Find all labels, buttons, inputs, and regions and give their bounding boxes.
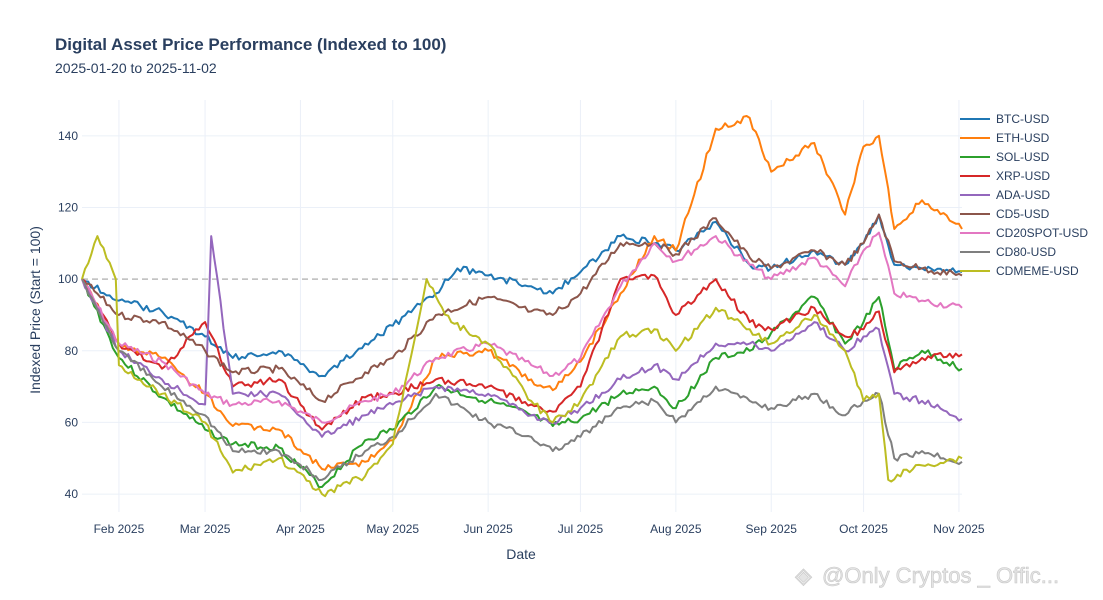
legend-item-ada-usd[interactable]: ADA-USD <box>960 188 1050 202</box>
watermark-text: @Only Cryptos _ Offic... <box>822 563 1059 588</box>
legend-item-cd5-usd[interactable]: CD5-USD <box>960 207 1050 221</box>
series-line-eth-usd <box>81 115 963 471</box>
series-line-ada-usd <box>81 235 963 438</box>
y-axis-ticks: 40 60 80 100 120 140 <box>58 129 78 501</box>
series-line-cd20spot-usd <box>81 231 963 424</box>
legend-label: ETH-USD <box>996 131 1050 145</box>
legend-label: CDMEME-USD <box>996 264 1079 278</box>
chart-title: Digital Asset Price Performance (Indexed… <box>55 35 446 54</box>
legend-item-cdmeme-usd[interactable]: CDMEME-USD <box>960 264 1079 278</box>
legend-label: CD5-USD <box>996 207 1050 221</box>
legend-label: XRP-USD <box>996 169 1050 183</box>
x-tick-label: May 2025 <box>366 522 419 536</box>
y-tick-label: 100 <box>58 272 78 286</box>
series-line-cd5-usd <box>81 213 963 403</box>
legend-item-cd80-usd[interactable]: CD80-USD <box>960 245 1056 259</box>
x-tick-label: Aug 2025 <box>650 522 702 536</box>
legend-item-sol-usd[interactable]: SOL-USD <box>960 150 1050 164</box>
y-tick-label: 120 <box>58 200 78 214</box>
y-tick-label: 60 <box>65 415 79 429</box>
x-tick-label: Apr 2025 <box>276 522 325 536</box>
x-tick-label: Mar 2025 <box>180 522 231 536</box>
x-tick-label: Nov 2025 <box>933 522 985 536</box>
series-line-cd80-usd <box>81 278 963 482</box>
y-tick-label: 40 <box>65 487 79 501</box>
legend-label: SOL-USD <box>996 150 1050 164</box>
series-line-btc-usd <box>81 213 963 378</box>
grid <box>82 100 962 512</box>
legend-item-eth-usd[interactable]: ETH-USD <box>960 131 1050 145</box>
series-line-xrp-usd <box>81 273 963 431</box>
series-line-cdmeme-usd <box>81 235 963 498</box>
legend-label: ADA-USD <box>996 188 1050 202</box>
y-tick-label: 140 <box>58 129 78 143</box>
legend[interactable]: BTC-USD ETH-USD SOL-USD XRP-USD ADA-USD CD5-U… <box>960 112 1088 278</box>
legend-item-cd20spot-usd[interactable]: CD20SPOT-USD <box>960 226 1088 240</box>
y-tick-label: 80 <box>65 344 79 358</box>
diamond-logo-icon: ◈ <box>795 563 812 588</box>
x-tick-label: Jun 2025 <box>463 522 513 536</box>
x-tick-label: Oct 2025 <box>839 522 888 536</box>
y-axis-title: Indexed Price (Start = 100) <box>27 226 43 394</box>
x-tick-label: Feb 2025 <box>94 522 145 536</box>
x-axis-ticks: Feb 2025 Mar 2025 Apr 2025 May 2025 Jun 2025… <box>94 522 985 536</box>
legend-item-xrp-usd[interactable]: XRP-USD <box>960 169 1050 183</box>
x-tick-label: Jul 2025 <box>558 522 604 536</box>
legend-label: CD80-USD <box>996 245 1056 259</box>
series-line-sol-usd <box>81 278 963 489</box>
series-group <box>81 115 963 498</box>
chart-subtitle: 2025-01-20 to 2025-11-02 <box>55 60 217 76</box>
watermark: ◈ @Only Cryptos _ Offic... <box>795 563 1060 589</box>
legend-item-btc-usd[interactable]: BTC-USD <box>960 112 1050 126</box>
x-axis-title: Date <box>506 546 536 562</box>
legend-label: CD20SPOT-USD <box>996 226 1088 240</box>
x-tick-label: Sep 2025 <box>746 522 798 536</box>
legend-label: BTC-USD <box>996 112 1050 126</box>
